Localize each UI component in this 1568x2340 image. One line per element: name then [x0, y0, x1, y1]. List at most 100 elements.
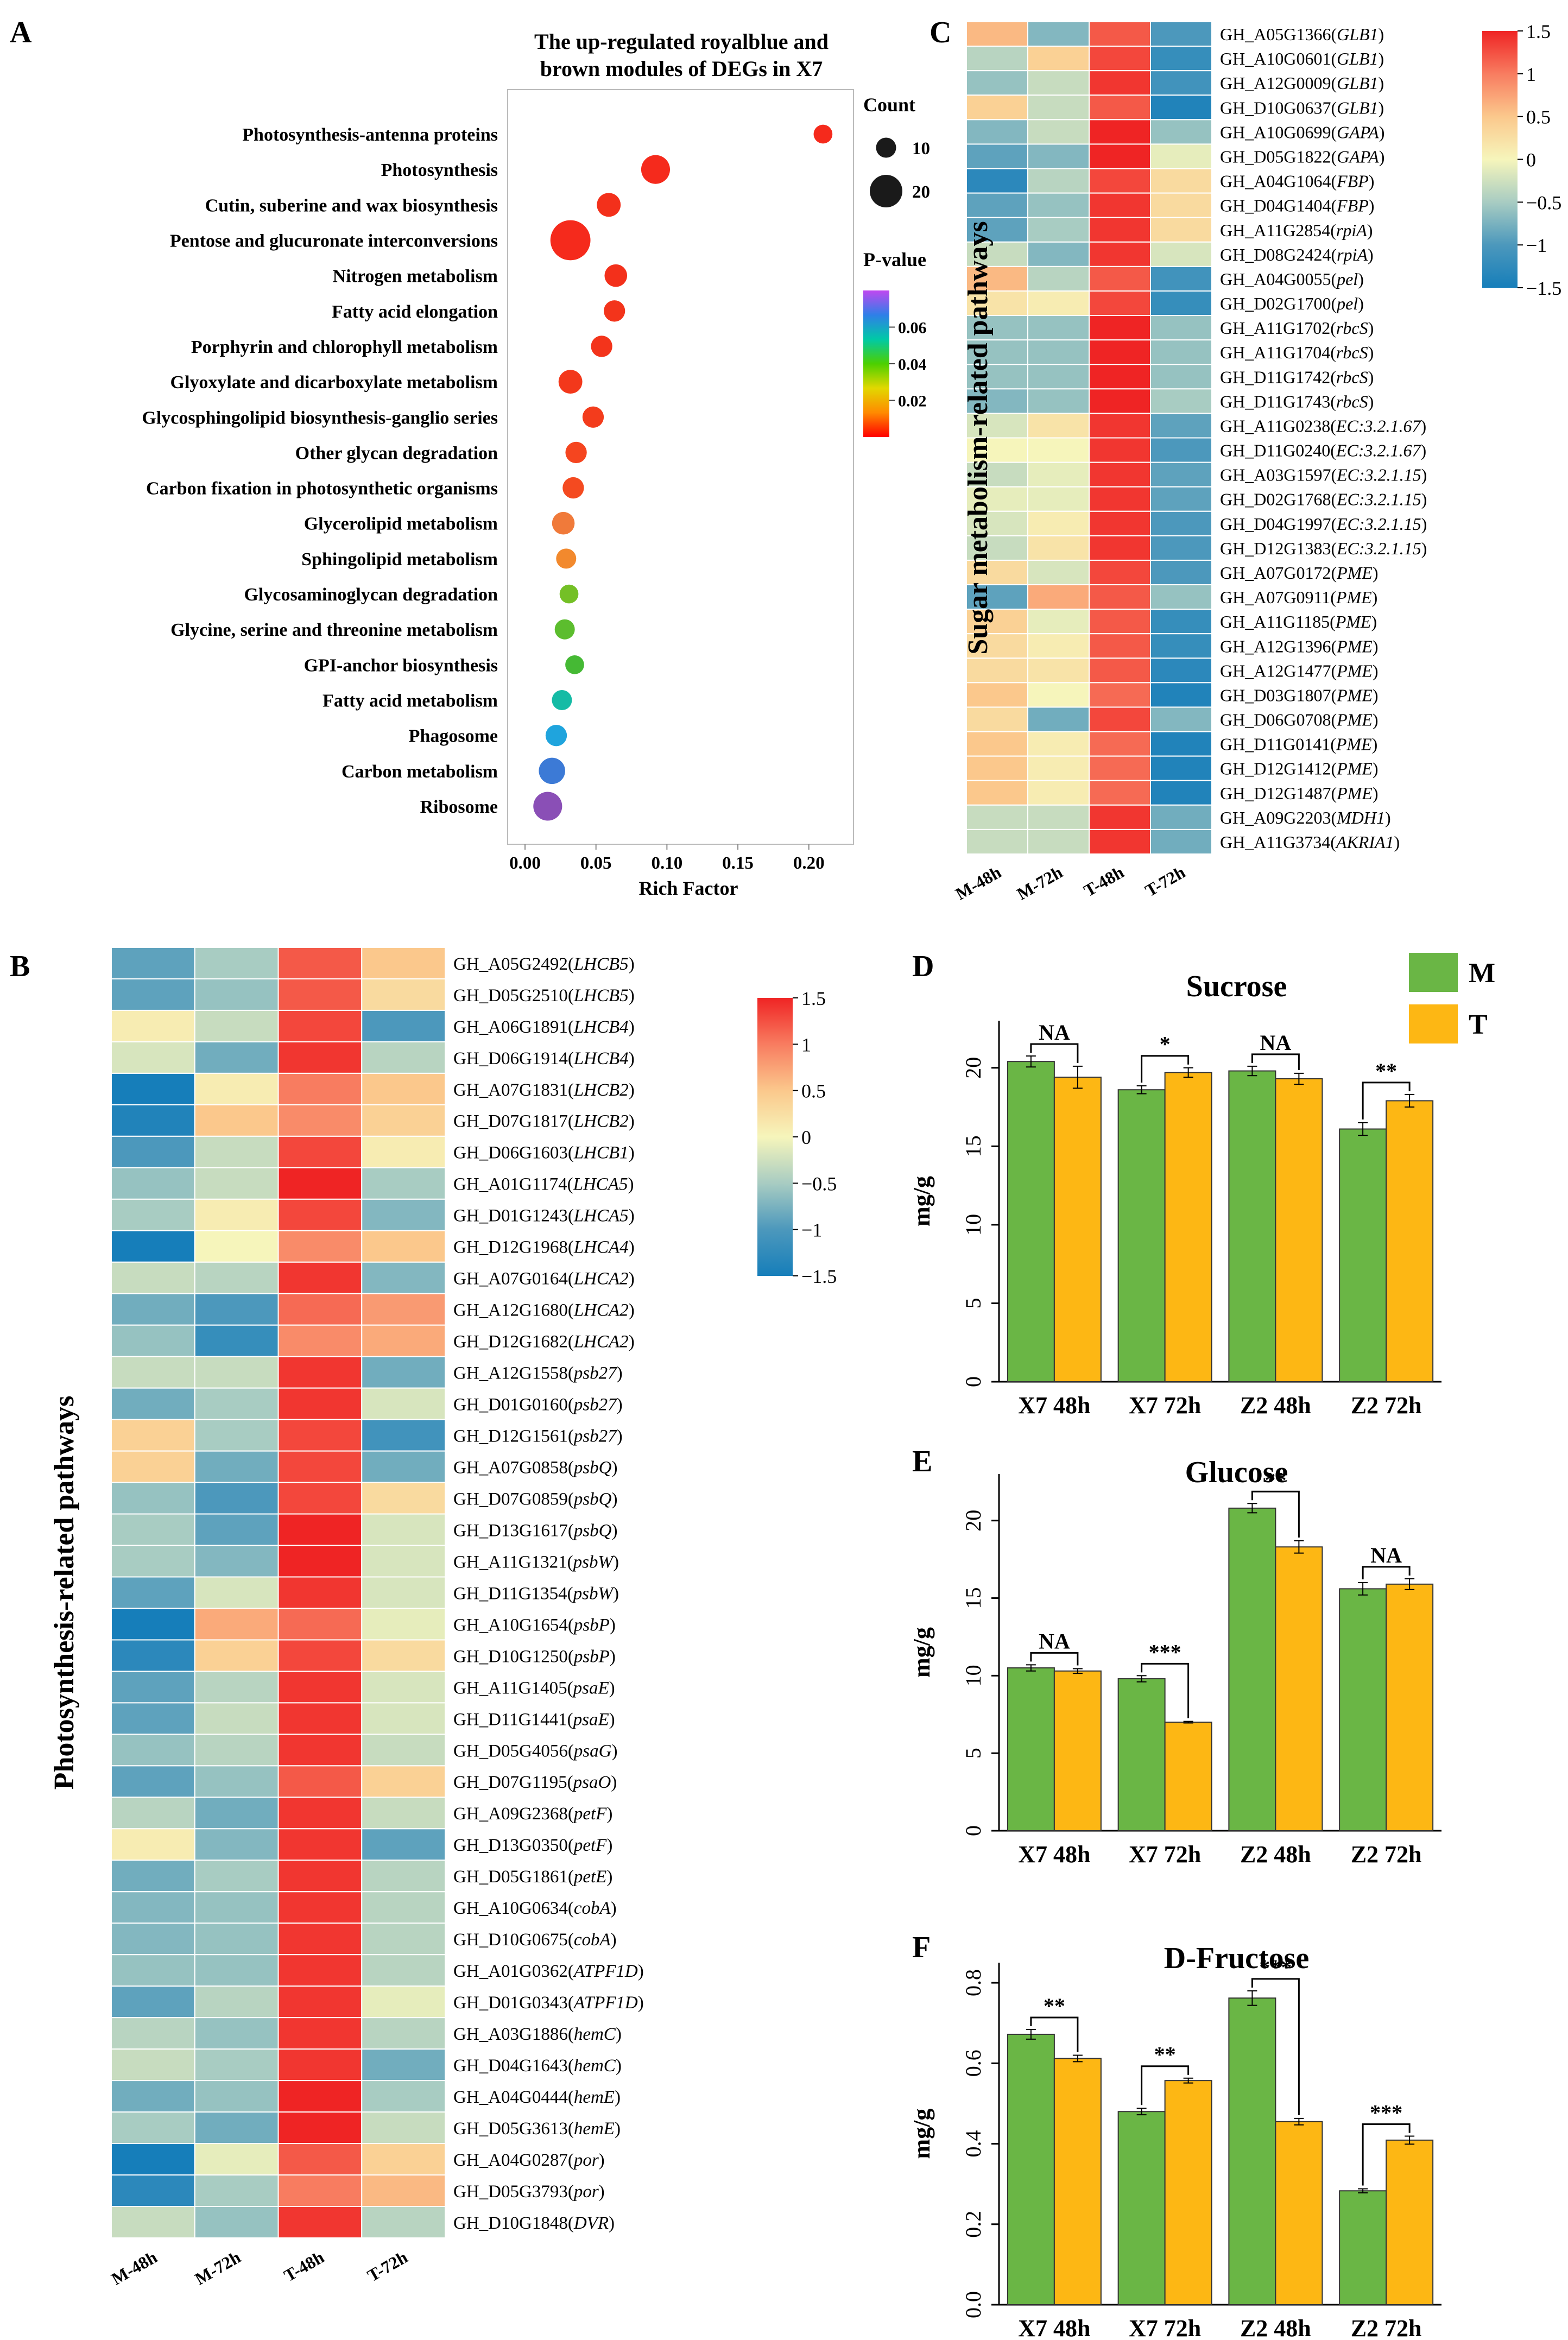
heatmap-cell	[966, 265, 1028, 292]
gene-paren: (	[568, 1301, 574, 1320]
heatmap-cell	[111, 1765, 195, 1798]
bubble-point	[552, 511, 575, 535]
heatmap-cell	[966, 829, 1028, 855]
heatmap-cell	[194, 1356, 279, 1389]
heatmap-cell	[1150, 486, 1212, 512]
gene-paren: )	[1420, 416, 1426, 435]
heatmap-cell	[1150, 217, 1212, 243]
legend-label: M	[1469, 958, 1495, 989]
heatmap-cell	[361, 1041, 446, 1074]
gene-paren: )	[1373, 685, 1379, 705]
gene-id: GH_A10G0601	[1220, 49, 1331, 68]
gene-id: GH_A10G1654	[453, 1615, 568, 1635]
significance-label: NA	[1260, 1030, 1291, 1055]
heatmap-cell	[194, 1576, 279, 1609]
gene-label: GH_D01G1243(LHCA5)	[453, 1206, 635, 1226]
heatmap-cell	[361, 1922, 446, 1956]
heatmap-cell	[361, 1450, 446, 1483]
heatmap-cell	[1027, 510, 1090, 536]
heatmap-cell	[194, 1545, 279, 1578]
heatmap-cell	[1027, 706, 1090, 732]
bubble-point	[604, 300, 625, 322]
gene-label: GH_D12G1383(EC:3.2.1.15)	[1220, 539, 1427, 558]
gene-id: GH_D05G3613	[453, 2119, 568, 2139]
heatmap-cell	[194, 1922, 279, 1956]
gene-symbol: LHCA4	[573, 1238, 629, 1257]
gene-label: GH_A11G1185(PME)	[1220, 612, 1377, 631]
bubble-point	[552, 690, 572, 711]
gene-paren: )	[1369, 196, 1375, 216]
gene-label: GH_D11G0141(PME)	[1220, 735, 1377, 754]
gene-id: GH_D03G1807	[1220, 685, 1331, 705]
heatmap-cell	[966, 70, 1028, 96]
gene-id: GH_A07G1831	[453, 1080, 568, 1100]
gene-id: GH_D12G1561	[453, 1427, 568, 1446]
heatmap-cell	[194, 1860, 279, 1893]
gene-symbol: cobA	[574, 1899, 611, 1918]
heatmap-cell	[966, 94, 1028, 121]
gene-paren: )	[1421, 514, 1427, 534]
gene-label: GH_A09G2368(petF)	[453, 1804, 612, 1824]
x-tick-label: 0.00	[509, 853, 541, 873]
gene-paren: (	[568, 2119, 574, 2139]
heatmap-cell	[966, 731, 1028, 757]
bubble-point	[558, 370, 583, 394]
heatmap-cell	[361, 1104, 446, 1137]
significance-bracket	[1030, 2016, 1079, 2052]
scale-tick-label: −1	[801, 1219, 822, 1241]
gene-paren: (	[567, 1584, 573, 1603]
x-tick-label: X7 72h	[1129, 2315, 1201, 2340]
chart-title: D-Fructose	[1164, 1941, 1309, 1975]
gene-paren: )	[606, 1804, 612, 1824]
gene-paren: )	[613, 1552, 619, 1572]
gene-label: GH_D07G0859(psbQ)	[453, 1489, 618, 1509]
heatmap-cell	[194, 978, 279, 1011]
gene-paren: (	[568, 2056, 574, 2076]
gene-symbol: psb27	[573, 1427, 617, 1446]
bar-t	[1275, 1546, 1323, 1832]
scale-tick-label: −1.5	[1526, 277, 1561, 299]
heatmap-cell	[111, 1356, 195, 1389]
gene-paren: (	[1331, 710, 1337, 730]
gene-symbol: pel	[1336, 269, 1358, 289]
gene-label: GH_D05G3793(por)	[453, 2182, 605, 2202]
gene-label: GH_D11G0240(EC:3.2.1.67)	[1220, 441, 1426, 460]
gene-paren: )	[1394, 832, 1400, 852]
gene-symbol: rpiA	[1336, 220, 1367, 240]
gene-id: GH_D10G0637	[1220, 98, 1331, 117]
gene-symbol: hemC	[574, 2056, 616, 2076]
y-tick-label: 15	[961, 1588, 985, 1609]
gene-symbol: GAPA	[1337, 122, 1379, 142]
gene-id: GH_A01G1174	[453, 1175, 567, 1194]
gene-label: GH_D07G1817(LHCB2)	[453, 1112, 635, 1131]
y-tick-label: 15	[961, 1135, 985, 1157]
gene-paren: (	[568, 1427, 574, 1446]
gene-id: GH_A05G1366	[1220, 24, 1331, 44]
gene-symbol: psbQ	[573, 1521, 612, 1540]
gene-label: GH_D07G1195(psaO)	[453, 1773, 617, 1792]
gene-symbol: psbP	[573, 1647, 610, 1666]
gene-label: GH_A11G1321(psbW)	[453, 1552, 619, 1572]
y-axis-label: mg/g	[908, 2109, 935, 2159]
bar-m	[1339, 1128, 1387, 1382]
term-label: Glycerolipid metabolism	[304, 514, 498, 534]
heatmap-cell	[361, 1985, 446, 2019]
gene-id: GH_A11G2854	[1220, 220, 1330, 240]
term-label: Pentose and glucuronate interconversions	[170, 231, 498, 251]
color-scale-bar	[757, 998, 793, 1276]
heatmap-cell	[277, 1135, 363, 1168]
scale-tick-label: 1.5	[1526, 21, 1551, 42]
gene-label: GH_D10G0675(cobA)	[453, 1930, 617, 1950]
panel-label-a: A	[10, 16, 32, 49]
y-axis-label: mg/g	[908, 1176, 935, 1226]
y-tick-label: 10	[961, 1665, 985, 1686]
gene-symbol: LHCB2	[573, 1112, 629, 1131]
gene-symbol: LHCA2	[573, 1269, 629, 1289]
heatmap-cell	[1150, 413, 1212, 439]
heatmap-cell	[1089, 584, 1151, 610]
gene-paren: )	[609, 1710, 615, 1729]
heatmap-cell	[361, 2206, 446, 2239]
y-tick-label: 20	[961, 1510, 985, 1532]
gene-id: GH_A11G1704	[1220, 343, 1330, 362]
heatmap-cell	[111, 1450, 195, 1483]
